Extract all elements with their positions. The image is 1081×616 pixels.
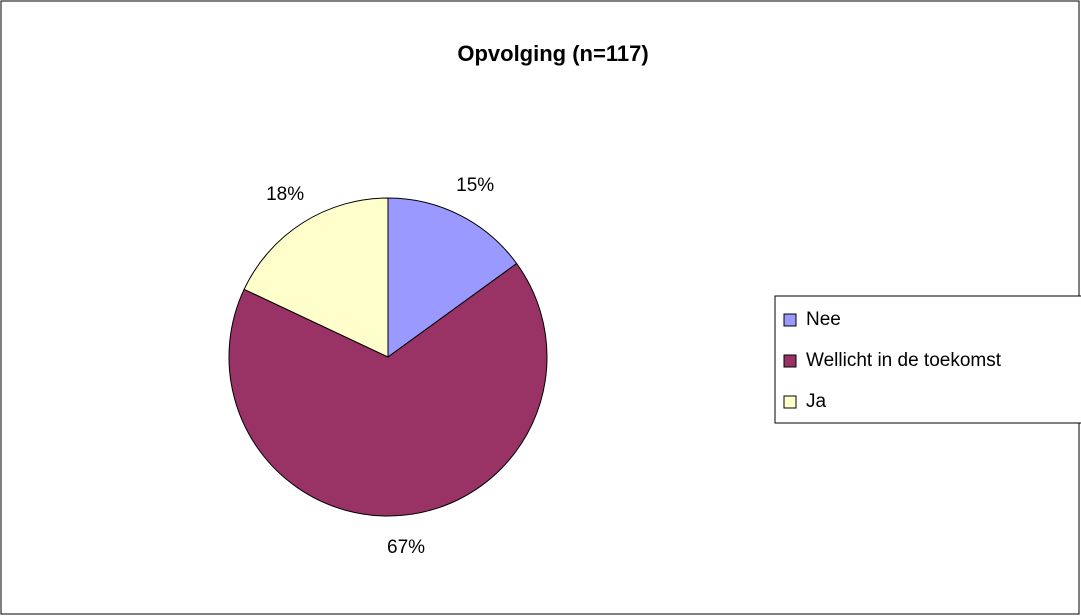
legend-swatch bbox=[783, 354, 797, 368]
legend-label: Wellicht in de toekomst bbox=[806, 350, 1002, 371]
pie-slice bbox=[387, 197, 518, 358]
legend-swatch bbox=[783, 313, 797, 327]
data-label: 18% bbox=[266, 184, 304, 205]
legend-label: Ja bbox=[806, 391, 827, 412]
legend-box bbox=[774, 295, 1081, 424]
data-label: 15% bbox=[456, 175, 494, 196]
legend-swatch bbox=[783, 395, 797, 409]
chart-title: Opvolging (n=117) bbox=[457, 41, 648, 66]
data-label: 67% bbox=[387, 537, 425, 558]
pie-slice bbox=[228, 262, 548, 517]
legend-label: Nee bbox=[806, 309, 841, 330]
pie-slice bbox=[243, 197, 389, 358]
